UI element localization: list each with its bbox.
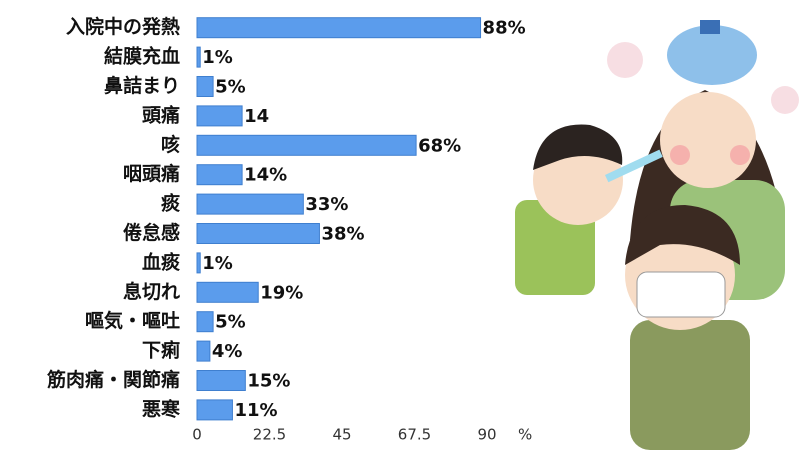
x-axis-label: % xyxy=(518,426,532,444)
bar xyxy=(196,46,201,68)
x-tick-label: 45 xyxy=(332,426,351,444)
bar xyxy=(196,340,211,362)
value-label: 88% xyxy=(483,18,526,39)
category-label: 頭痛 xyxy=(142,103,180,126)
value-label: 33% xyxy=(305,194,348,215)
category-label: 悪寒 xyxy=(142,397,180,420)
bar xyxy=(196,370,246,391)
bar xyxy=(196,164,243,186)
bar xyxy=(196,223,320,244)
value-label: 19% xyxy=(260,282,303,303)
x-tick-label: 90 xyxy=(477,426,496,444)
bar xyxy=(196,105,243,127)
illustration xyxy=(515,20,799,450)
category-label: 痰 xyxy=(161,192,181,215)
value-label: 5% xyxy=(215,312,246,333)
bar xyxy=(196,76,214,97)
value-label: 15% xyxy=(247,371,290,392)
category-label: 鼻詰まり xyxy=(104,74,180,97)
category-label: 嘔気・嘔吐 xyxy=(85,309,180,332)
value-label: 11% xyxy=(234,400,277,421)
value-label: 1% xyxy=(202,253,233,274)
x-tick-label: 22.5 xyxy=(253,426,286,444)
bar xyxy=(196,281,259,303)
category-label: 筋肉痛・関節痛 xyxy=(47,368,180,391)
category-label: 下痢 xyxy=(142,339,180,362)
category-label: 入院中の発熱 xyxy=(66,15,180,38)
bar xyxy=(196,311,214,333)
category-label: 倦怠感 xyxy=(123,221,180,244)
value-label: 5% xyxy=(215,77,246,98)
bar xyxy=(196,17,482,39)
category-label: 息切れ xyxy=(123,280,180,303)
x-tick-label: 0 xyxy=(192,426,202,444)
value-label: 14% xyxy=(244,165,287,186)
value-label: 1% xyxy=(202,47,233,68)
value-label: 14 xyxy=(244,106,269,127)
bar xyxy=(196,134,417,156)
value-label: 68% xyxy=(418,135,461,156)
value-label: 38% xyxy=(321,224,364,245)
bar xyxy=(196,193,304,215)
category-label: 血痰 xyxy=(142,250,181,273)
category-label: 結膜充血 xyxy=(104,45,180,68)
bar xyxy=(196,399,233,421)
x-tick-label: 67.5 xyxy=(398,426,431,444)
category-label: 咳 xyxy=(161,133,180,156)
value-label: 4% xyxy=(212,341,243,362)
bar xyxy=(196,252,201,274)
category-label: 咽頭痛 xyxy=(123,162,180,185)
